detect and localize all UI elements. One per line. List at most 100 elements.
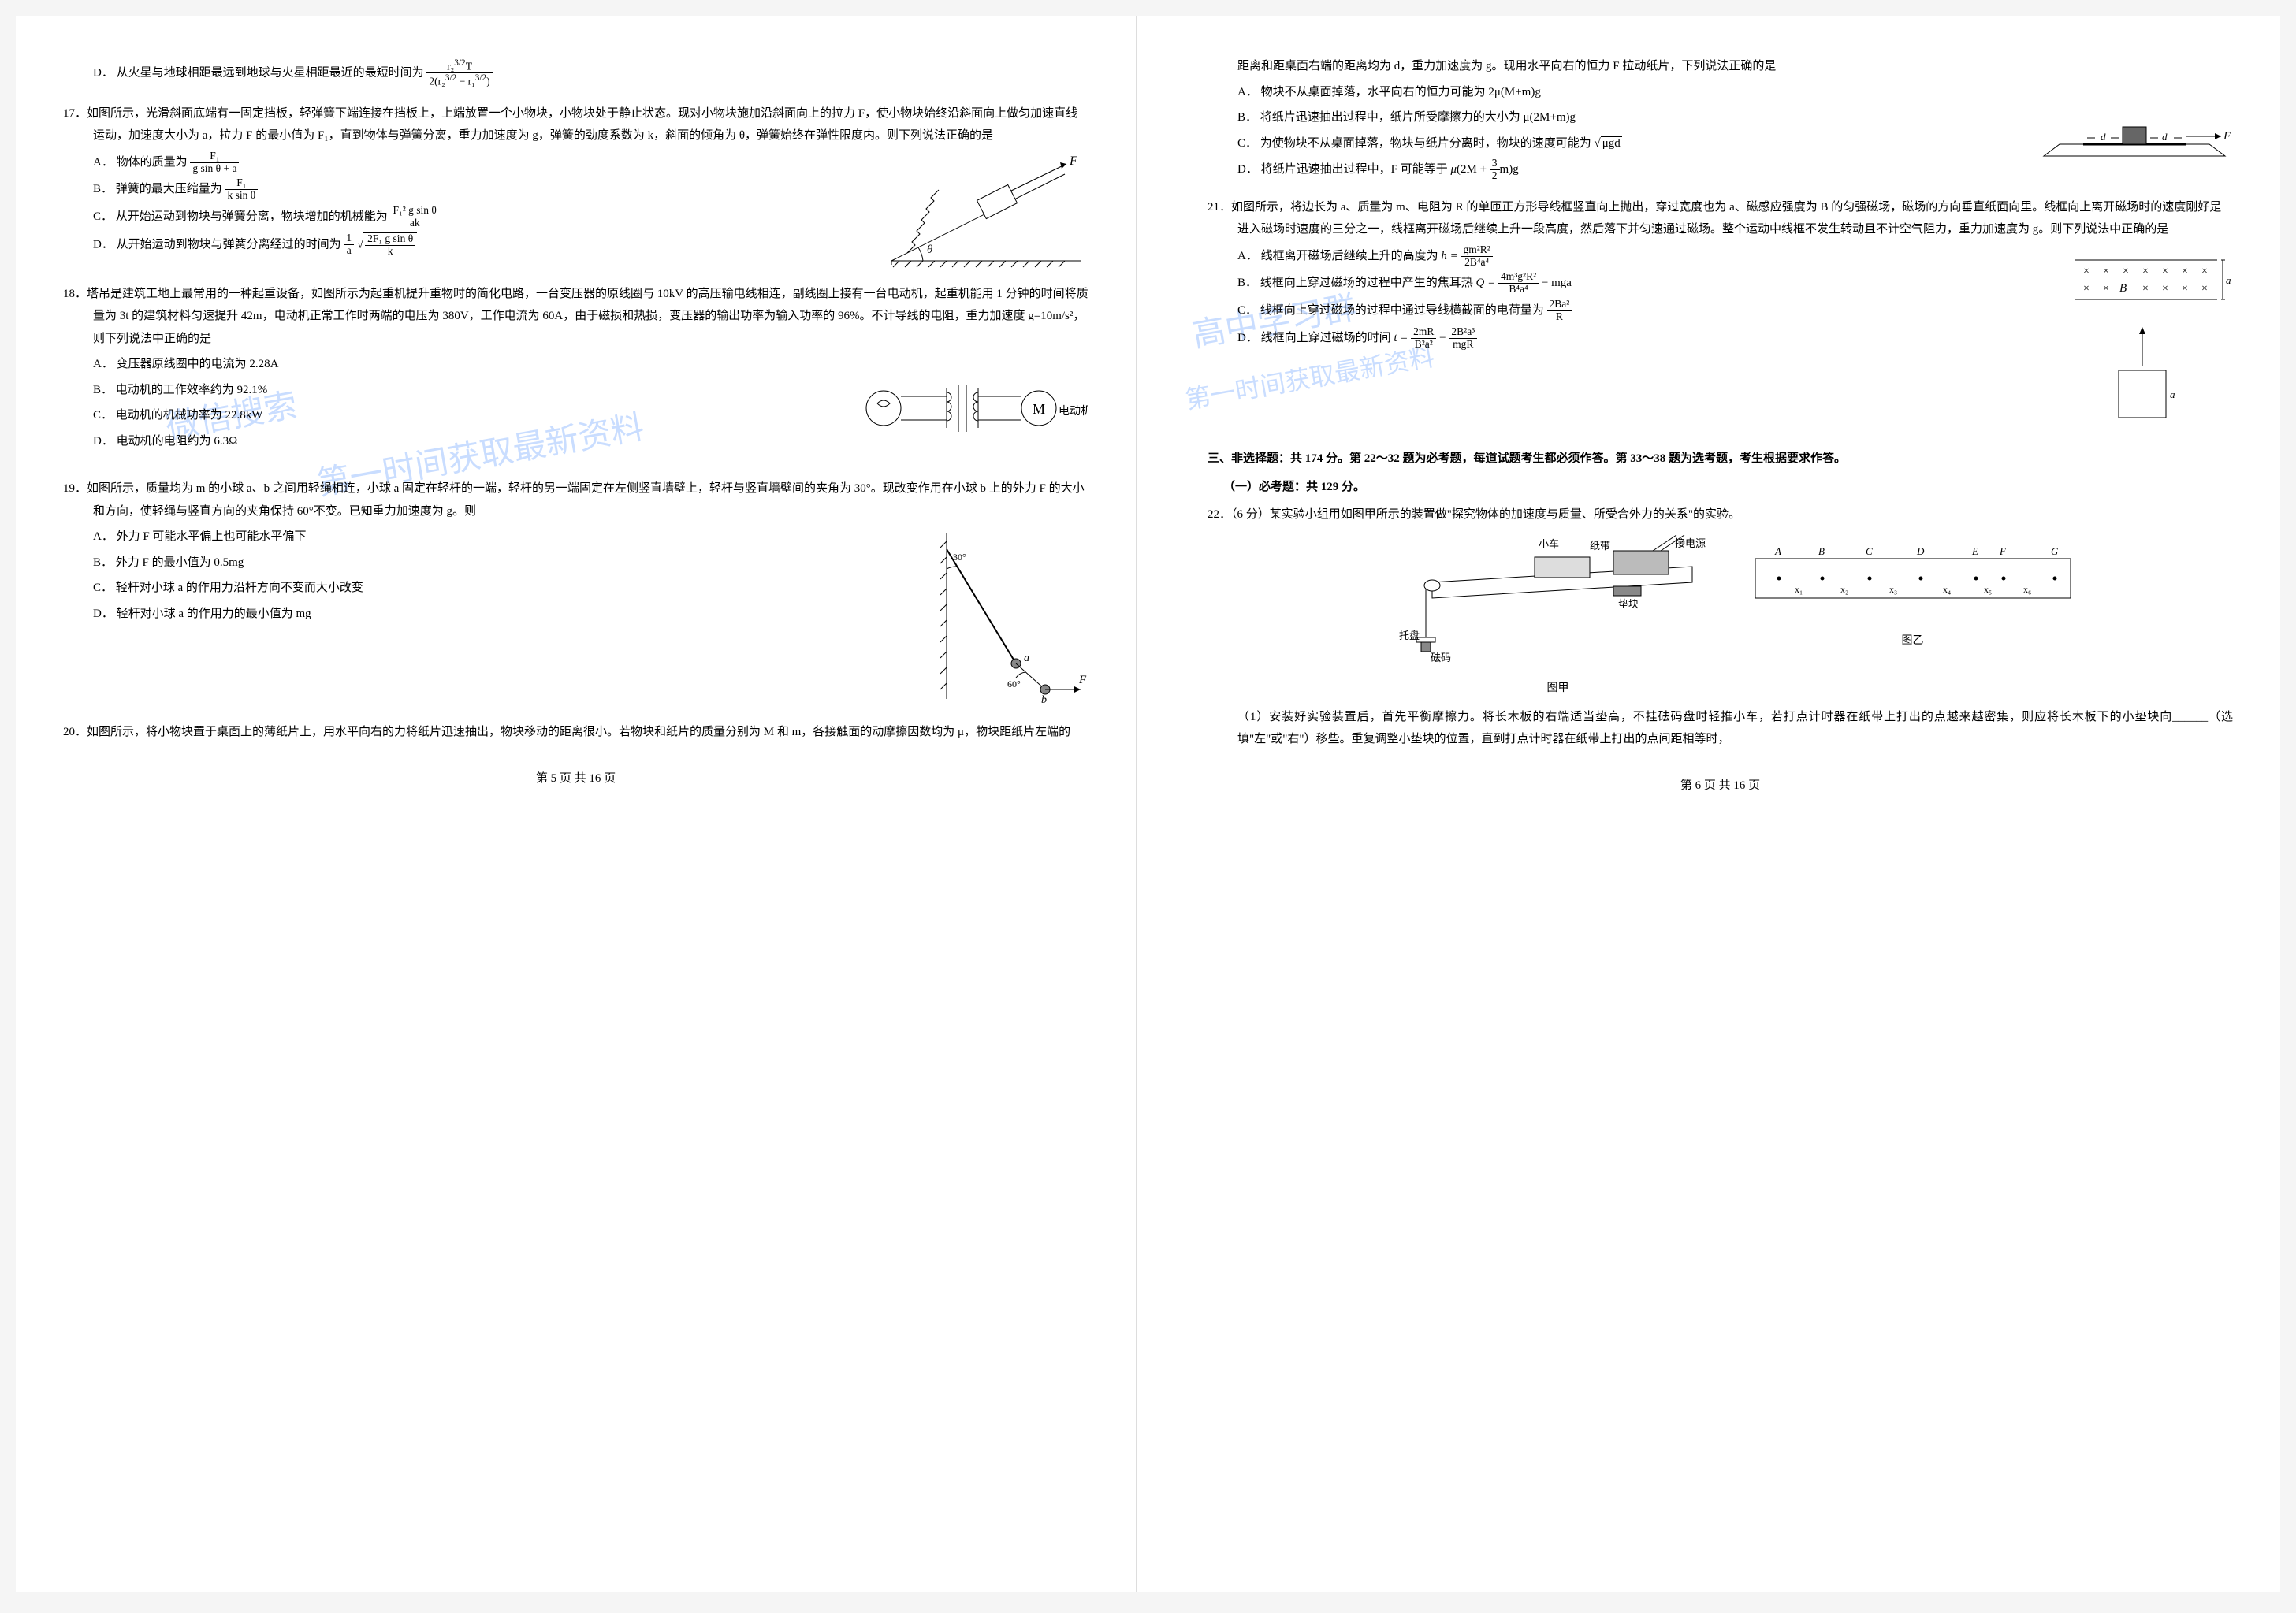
q22-x2: x₂ [1840, 584, 1848, 595]
q17c-frac: F₁² g sin θak [391, 205, 439, 229]
section3-sub: （一）必考题：共 129 分。 [1223, 476, 2233, 499]
q22-pt-E: E [1971, 545, 1978, 557]
svg-text:×: × [2201, 283, 2208, 295]
svg-text:×: × [2083, 266, 2089, 277]
q20-label-d2: d [2162, 131, 2168, 143]
q21-label-a2: a [2170, 388, 2175, 400]
q19-label-a: a [1024, 652, 1029, 664]
q17b-frac: F₁k sin θ [225, 177, 259, 202]
q19-num: 19． [63, 482, 87, 495]
q17-num: 17． [63, 107, 87, 120]
svg-text:×: × [2142, 266, 2149, 277]
q16d-text: 从火星与地球相距最远到地球与火星相距最近的最短时间为 [117, 66, 424, 79]
q17a-text: 物体的质量为 [117, 155, 188, 168]
q17-stem: 如图所示，光滑斜面底端有一固定挡板，轻弹簧下端连接在挡板上，上端放置一个小物块，… [87, 107, 1077, 143]
q21d-text: 线框向上穿过磁场的时间 [1261, 332, 1391, 344]
q21b-label: B． [1237, 277, 1257, 289]
q17a-label: A． [93, 155, 113, 168]
q19-label-30: 30° [953, 552, 966, 563]
q22-num: 22． [1208, 508, 1231, 521]
q20-stem: 如图所示，将小物块置于桌面上的薄纸片上，用水平向右的力将纸片迅速抽出，物块移动的… [87, 726, 1070, 738]
q21-label-B: B [2119, 282, 2127, 295]
q21d-label: D． [1237, 332, 1258, 344]
page-5: 微信搜索 第一时间获取最新资料 D． 从火星与地球相距最远到地球与火星相距最近的… [16, 16, 1137, 1592]
q17-diagram: F θ [884, 151, 1088, 269]
q18d-text: 电动机的电阻约为 6.3Ω [117, 435, 238, 448]
q21a-text: 线框离开磁场后继续上升的高度为 [1261, 249, 1438, 262]
svg-text:×: × [2182, 266, 2188, 277]
svg-text:×: × [2103, 266, 2109, 277]
q18-diagram: M 电动机 [852, 353, 1088, 463]
q21-stem: 如图所示，将边长为 a、质量为 m、电阻为 R 的单匝正方形导线框竖直向上抛出，… [1231, 201, 2221, 236]
q19-label-60: 60° [1007, 678, 1021, 689]
q20b-label: B． [1237, 111, 1257, 124]
q21d-frac2: 2B²a³mgR [1449, 326, 1477, 351]
q18-label-motor: 电动机 [1059, 405, 1088, 418]
q21-diagram: ××××××× ×××××× B a a [2060, 244, 2233, 433]
q22-label-pad: 垫块 [1618, 598, 1639, 610]
q22-figA: 小车 纸带 接电源 垫块 托盘 砝码 图甲 [1393, 535, 1724, 700]
q18-stem: 塔吊是建筑工地上最常用的一种起重设备，如图所示为起重机提升重物时的简化电路，一台… [87, 288, 1088, 345]
q20c-text: 为使物块不从桌面掉落，物块与纸片分离时，物块的速度可能为 [1260, 137, 1591, 150]
q19-label-b: b [1041, 694, 1047, 706]
q21a-frac: gm²R²2B⁴a⁴ [1461, 244, 1492, 269]
q22-x4: x₄ [1943, 584, 1951, 595]
q18-num: 18． [63, 288, 87, 300]
q18a-text: 变压器原线圈中的电流为 2.28A [117, 358, 279, 370]
q22-label-car: 小车 [1539, 538, 1559, 550]
q19c-text: 轻杆对小球 a 的作用力沿杆方向不变而大小改变 [116, 582, 363, 594]
q22-pt-G: G [2051, 545, 2059, 557]
q22-x6: x₆ [2023, 584, 2031, 595]
q21: 21．如图所示，将边长为 a、质量为 m、电阻为 R 的单匝正方形导线框竖直向上… [1208, 196, 2233, 433]
q20-part1: 20．如图所示，将小物块置于桌面上的薄纸片上，用水平向右的力将纸片迅速抽出，物块… [63, 721, 1088, 744]
svg-text:×: × [2142, 283, 2149, 295]
q17a-frac: F₁g sin θ + a [190, 151, 239, 175]
q22-x3: x₃ [1889, 584, 1897, 595]
q18c-label: C． [93, 409, 113, 422]
q22-stem: 某实验小组用如图甲所示的装置做"探究物体的加速度与质量、所受合外力的关系"的实验… [1270, 508, 1740, 521]
q19a-label: A． [93, 530, 113, 543]
q22-pt-A: A [1774, 545, 1781, 557]
q16d-label: D． [93, 66, 113, 79]
q20b-text: 将纸片迅速抽出过程中，纸片所受摩擦力的大小为 μ(2M+m)g [1260, 111, 1576, 124]
q19a-text: 外力 F 可能水平偏上也可能水平偏下 [117, 530, 307, 543]
q17d-label: D． [93, 238, 113, 251]
q22-pt-F: F [1999, 545, 2007, 557]
q21-label-a1: a [2226, 274, 2231, 286]
page5-footer: 第 5 页 共 16 页 [63, 767, 1088, 790]
svg-text:×: × [2123, 266, 2129, 277]
q19-label-F: F [1078, 674, 1087, 686]
svg-text:×: × [2103, 283, 2109, 295]
q18c-text: 电动机的机械功率为 22.8kW [116, 409, 263, 422]
q18b-text: 电动机的工作效率约为 92.1% [116, 384, 268, 396]
q22-pt-C: C [1866, 545, 1873, 557]
q20a-label: A． [1237, 86, 1258, 98]
q18b-label: B． [93, 384, 113, 396]
q20d-label: D． [1237, 163, 1258, 176]
q20d-text: 将纸片迅速抽出过程中，F 可能等于 [1261, 163, 1448, 176]
q19d-text: 轻杆对小球 a 的作用力的最小值为 mg [117, 608, 311, 620]
q20c-label: C． [1237, 137, 1257, 150]
q19: 19．如图所示，质量均为 m 的小球 a、b 之间用轻绳相连，小球 a 固定在轻… [63, 478, 1088, 707]
q16-option-d: D． 从火星与地球相距最远到地球与火星相距最近的最短时间为 r₂3/2T 2(r… [63, 58, 1088, 88]
q22-figA-caption: 图甲 [1393, 678, 1724, 700]
q19-diagram: a b F 30° 60° [931, 526, 1088, 707]
q21d-frac1: 2mRB²a² [1411, 326, 1436, 351]
svg-text:×: × [2182, 283, 2188, 295]
q20-diagram: F d d [2036, 81, 2233, 160]
q22-label-tape: 纸带 [1590, 540, 1610, 552]
q18: 18．塔吊是建筑工地上最常用的一种起重设备，如图所示为起重机提升重物时的简化电路… [63, 283, 1088, 464]
q20-part2: 距离和距桌面右端的距离均为 d，重力加速度为 g。现用水平向右的恒力 F 拉动纸… [1208, 55, 2233, 182]
q22-label-tray: 托盘 [1399, 630, 1420, 641]
q22-pt-B: B [1818, 545, 1825, 557]
q19c-label: C． [93, 582, 113, 594]
section3-heading: 三、非选择题：共 174 分。第 22～32 题为必考题，每道试题考生都必须作答… [1208, 448, 2233, 470]
q20-num: 20． [63, 726, 87, 738]
svg-text:×: × [2162, 266, 2168, 277]
page-6: 高中学习群 第一时间获取最新资料 距离和距桌面右端的距离均为 d，重力加速度为 … [1160, 16, 2280, 1592]
q18a-label: A． [93, 358, 113, 370]
q21c-frac: 2Ba²R [1547, 299, 1572, 323]
svg-text:×: × [2162, 283, 2168, 295]
q22-pt-D: D [1916, 545, 1925, 557]
q16d-frac: r₂3/2T 2(r₂3/2 − r₁3/2) [426, 58, 492, 88]
